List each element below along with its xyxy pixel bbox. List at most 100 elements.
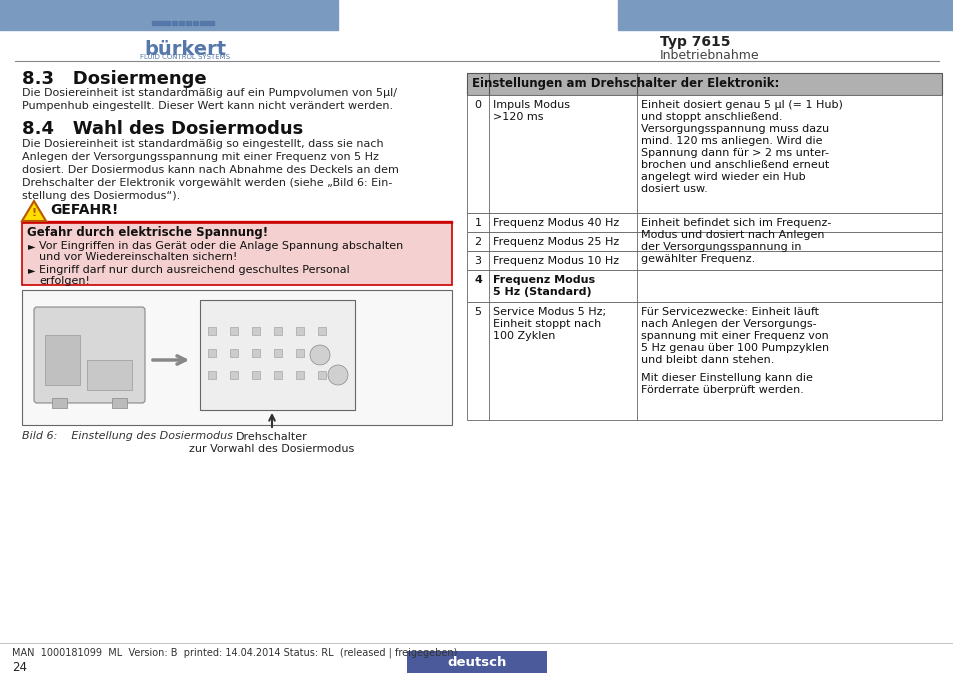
Text: spannung mit einer Frequenz von: spannung mit einer Frequenz von: [640, 331, 828, 341]
Text: FLUID CONTROL SYSTEMS: FLUID CONTROL SYSTEMS: [140, 54, 230, 60]
Bar: [295, 327, 304, 335]
Text: ►: ►: [28, 265, 35, 275]
Text: Versorgungsspannung muss dazu: Versorgungsspannung muss dazu: [640, 124, 828, 134]
Bar: [467, 73, 941, 95]
Bar: [208, 371, 215, 379]
Text: 3: 3: [474, 256, 481, 266]
Text: 2: 2: [474, 237, 481, 247]
Text: mind. 120 ms anliegen. Wird die: mind. 120 ms anliegen. Wird die: [640, 136, 821, 146]
Text: Gefahr durch elektrische Spannung!: Gefahr durch elektrische Spannung!: [27, 226, 268, 239]
Text: Drehschalter der Elektronik vorgewählt werden (siehe „Bild 6: Ein-: Drehschalter der Elektronik vorgewählt w…: [22, 178, 392, 188]
Text: Inbetriebnahme: Inbetriebnahme: [659, 49, 759, 62]
Bar: [52, 398, 67, 408]
Bar: [200, 21, 213, 25]
Bar: [252, 327, 260, 335]
Bar: [208, 327, 215, 335]
Text: Einstellungen am Drehschalter der Elektronik:: Einstellungen am Drehschalter der Elektr…: [472, 77, 779, 90]
Text: dosiert. Der Dosiermodus kann nach Abnahme des Deckels an dem: dosiert. Der Dosiermodus kann nach Abnah…: [22, 165, 398, 175]
Text: 4: 4: [474, 275, 481, 285]
Bar: [186, 21, 191, 25]
Text: Typ 7615: Typ 7615: [659, 35, 730, 49]
Text: brochen und anschließend erneut: brochen und anschließend erneut: [640, 160, 828, 170]
Text: angelegt wird wieder ein Hub: angelegt wird wieder ein Hub: [640, 172, 804, 182]
Text: Die Dosiereinheit ist standardmäßig so eingestellt, dass sie nach: Die Dosiereinheit ist standardmäßig so e…: [22, 139, 383, 149]
Bar: [87, 360, 132, 390]
Text: Modus und dosiert nach Anlegen: Modus und dosiert nach Anlegen: [640, 230, 823, 240]
Bar: [467, 95, 941, 213]
Text: und bleibt dann stehen.: und bleibt dann stehen.: [640, 355, 774, 365]
Text: Pumpenhub eingestellt. Dieser Wert kann nicht verändert werden.: Pumpenhub eingestellt. Dieser Wert kann …: [22, 101, 393, 111]
Text: Bild 6:    Einstellung des Dosiermodus: Bild 6: Einstellung des Dosiermodus: [22, 431, 233, 441]
Bar: [467, 213, 941, 232]
Bar: [230, 349, 237, 357]
Text: Für Servicezwecke: Einheit läuft: Für Servicezwecke: Einheit läuft: [640, 307, 818, 317]
Bar: [252, 371, 260, 379]
Text: nach Anlegen der Versorgungs-: nach Anlegen der Versorgungs-: [640, 319, 816, 329]
Text: Impuls Modus: Impuls Modus: [493, 100, 569, 110]
Bar: [317, 327, 326, 335]
Bar: [317, 349, 326, 357]
Text: Einheit befindet sich im Frequenz-: Einheit befindet sich im Frequenz-: [640, 218, 830, 228]
Text: GEFAHR!: GEFAHR!: [50, 203, 118, 217]
Bar: [295, 371, 304, 379]
Bar: [274, 327, 282, 335]
Text: Frequenz Modus: Frequenz Modus: [493, 275, 595, 285]
Bar: [274, 349, 282, 357]
Bar: [618, 0, 953, 30]
Text: 8.3   Dosiermenge: 8.3 Dosiermenge: [22, 70, 207, 88]
Bar: [274, 371, 282, 379]
Text: dosiert usw.: dosiert usw.: [640, 184, 707, 194]
Bar: [317, 371, 326, 379]
Text: Einheit dosiert genau 5 µl (= 1 Hub): Einheit dosiert genau 5 µl (= 1 Hub): [640, 100, 842, 110]
Bar: [230, 371, 237, 379]
Text: bürkert: bürkert: [144, 40, 226, 59]
Text: 5 Hz (Standard): 5 Hz (Standard): [493, 287, 591, 297]
Bar: [230, 327, 237, 335]
Bar: [179, 21, 184, 25]
Text: 100 Zyklen: 100 Zyklen: [493, 331, 555, 341]
Text: Spannung dann für > 2 ms unter-: Spannung dann für > 2 ms unter-: [640, 148, 828, 158]
Text: 24: 24: [12, 661, 27, 673]
Text: >120 ms: >120 ms: [493, 112, 543, 122]
Text: !: !: [31, 208, 36, 218]
Bar: [467, 232, 941, 251]
Text: Drehschalter: Drehschalter: [236, 432, 308, 442]
Bar: [407, 651, 546, 673]
Bar: [45, 335, 80, 385]
Text: 0: 0: [474, 100, 481, 110]
Text: stellung des Dosiermodus“).: stellung des Dosiermodus“).: [22, 191, 180, 201]
Text: Vor Eingriffen in das Gerät oder die Anlage Spannung abschalten: Vor Eingriffen in das Gerät oder die Anl…: [39, 241, 403, 251]
Bar: [467, 302, 941, 420]
Bar: [295, 349, 304, 357]
Circle shape: [328, 365, 348, 385]
FancyBboxPatch shape: [34, 307, 145, 403]
Text: Frequenz Modus 10 Hz: Frequenz Modus 10 Hz: [493, 256, 618, 266]
Bar: [193, 21, 198, 25]
Text: und vor Wiedereinschalten sichern!: und vor Wiedereinschalten sichern!: [39, 252, 237, 262]
Text: Frequenz Modus 40 Hz: Frequenz Modus 40 Hz: [493, 218, 618, 228]
Text: deutsch: deutsch: [447, 656, 506, 668]
Polygon shape: [22, 201, 46, 221]
Text: Mit dieser Einstellung kann die: Mit dieser Einstellung kann die: [640, 373, 812, 383]
Text: erfolgen!: erfolgen!: [39, 276, 90, 286]
Bar: [22, 221, 452, 223]
Text: Förderrate überprüft werden.: Förderrate überprüft werden.: [640, 385, 803, 395]
Text: Die Dosiereinheit ist standardmäßig auf ein Pumpvolumen von 5µl/: Die Dosiereinheit ist standardmäßig auf …: [22, 88, 396, 98]
Bar: [172, 21, 177, 25]
Bar: [22, 223, 452, 285]
Bar: [467, 251, 941, 270]
Text: ►: ►: [28, 241, 35, 251]
Text: Anlegen der Versorgungsspannung mit einer Frequenz von 5 Hz: Anlegen der Versorgungsspannung mit eine…: [22, 152, 378, 162]
Bar: [252, 349, 260, 357]
Text: 8.4   Wahl des Dosiermodus: 8.4 Wahl des Dosiermodus: [22, 120, 303, 138]
Text: 1: 1: [474, 218, 481, 228]
Bar: [200, 300, 355, 410]
Text: MAN  1000181099  ML  Version: B  printed: 14.04.2014 Status: RL  (released | fre: MAN 1000181099 ML Version: B printed: 14…: [12, 648, 456, 658]
Text: und stoppt anschließend.: und stoppt anschließend.: [640, 112, 781, 122]
Bar: [208, 349, 215, 357]
Text: 5 Hz genau über 100 Pumpzyklen: 5 Hz genau über 100 Pumpzyklen: [640, 343, 828, 353]
Bar: [22, 290, 452, 425]
Circle shape: [310, 345, 330, 365]
Text: Eingriff darf nur durch ausreichend geschultes Personal: Eingriff darf nur durch ausreichend gesc…: [39, 265, 350, 275]
Text: zur Vorwahl des Dosiermodus: zur Vorwahl des Dosiermodus: [190, 444, 355, 454]
